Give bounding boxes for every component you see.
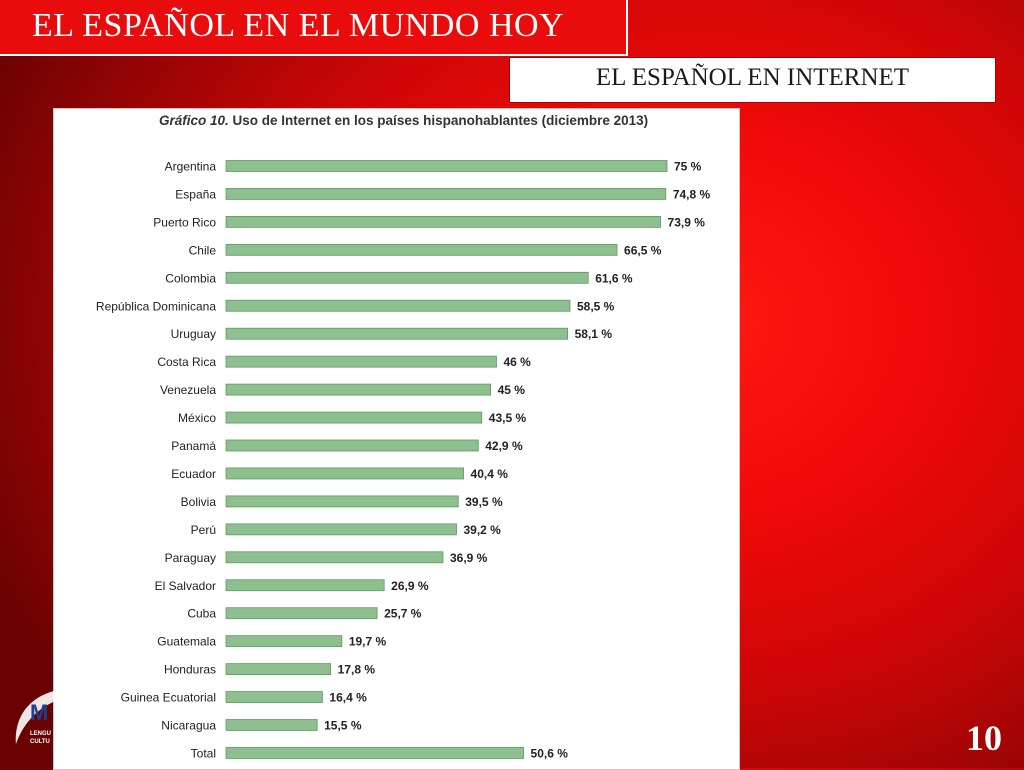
bar (225, 579, 385, 592)
category-label: Guinea Ecuatorial (121, 691, 216, 705)
bar (225, 243, 618, 256)
logo-swoosh-icon (15, 690, 58, 744)
data-label: 73,9 % (668, 215, 706, 229)
bar (225, 495, 459, 508)
bar (225, 607, 378, 620)
logo-text-line-1: LENGU (30, 731, 51, 737)
category-label: México (178, 411, 216, 425)
category-label: Ecuador (171, 467, 216, 481)
page-number: 10 (966, 718, 1002, 758)
data-label: 61,6 % (595, 271, 633, 285)
category-label: Paraguay (165, 551, 216, 565)
bar (225, 719, 318, 731)
category-label: Perú (191, 523, 216, 537)
category-label: República Dominicana (96, 299, 216, 313)
category-label: Argentina (165, 160, 217, 174)
data-label: 17,8 % (338, 663, 376, 677)
data-label: 16,4 % (329, 691, 367, 705)
data-label: 74,8 % (673, 187, 711, 201)
bar (225, 299, 571, 312)
category-label: Panamá (171, 439, 216, 453)
bar (225, 467, 464, 480)
slide-title: EL ESPAÑOL EN EL MUNDO HOY (32, 7, 565, 44)
category-label: Bolivia (181, 495, 217, 509)
data-label: 25,7 % (384, 607, 422, 621)
data-label: 19,7 % (349, 635, 387, 649)
category-label: Puerto Rico (153, 215, 216, 229)
bar (225, 271, 589, 284)
slide-subtitle-box: EL ESPAÑOL EN INTERNET (509, 57, 996, 103)
data-label: 66,5 % (624, 243, 662, 257)
chart-title-text: Uso de Internet en los países hispanohab… (228, 113, 649, 128)
chart-panel: Gráfico 10. Uso de Internet en los paíse… (53, 108, 740, 770)
data-label: 58,5 % (577, 299, 615, 313)
category-label: Cuba (187, 607, 216, 621)
chart-title: Gráfico 10. Uso de Internet en los paíse… (159, 113, 648, 128)
category-label: Costa Rica (157, 355, 216, 369)
logo-text-line-2: CULTU (30, 739, 50, 745)
bar (225, 355, 497, 368)
bar (225, 160, 668, 172)
bar (225, 551, 444, 564)
bar (225, 327, 569, 340)
data-label: 36,9 % (450, 551, 488, 565)
category-label: Chile (189, 243, 217, 257)
bar (225, 188, 667, 200)
data-label: 39,5 % (465, 495, 503, 509)
data-label: 26,9 % (391, 579, 429, 593)
category-label: Honduras (164, 663, 216, 677)
category-label: España (175, 187, 216, 201)
slide-subtitle: EL ESPAÑOL EN INTERNET (595, 64, 910, 91)
chart-title-prefix: Gráfico 10. (159, 113, 229, 128)
category-label: El Salvador (155, 579, 216, 593)
logo-letter: M (30, 700, 49, 725)
category-label: Colombia (165, 271, 216, 285)
category-label: Uruguay (171, 327, 216, 341)
data-label: 45 % (498, 383, 526, 397)
data-label: 75 % (674, 160, 702, 174)
logo-text: LENGU CULTU (30, 730, 51, 746)
data-label: 42,9 % (485, 439, 523, 453)
bar-chart: Argentina 75 % España 74,8 % Puerto Rico 73,9… (96, 160, 711, 761)
data-label: 40,4 % (471, 467, 509, 481)
data-label: 50,6 % (531, 746, 569, 760)
bar (225, 411, 483, 424)
category-label: Nicaragua (161, 719, 216, 733)
bar (225, 523, 457, 536)
bar (225, 439, 479, 452)
bar (225, 635, 343, 648)
bar (225, 663, 332, 675)
data-label: 58,1 % (575, 327, 613, 341)
bar (225, 691, 323, 703)
bar (225, 747, 524, 759)
bar (225, 216, 661, 228)
bar (225, 383, 492, 396)
data-label: 39,2 % (463, 523, 501, 537)
slide-title-box: EL ESPAÑOL EN EL MUNDO HOY (0, 0, 628, 56)
data-label: 15,5 % (324, 719, 362, 733)
category-label: Total (191, 746, 216, 760)
category-label: Venezuela (160, 383, 216, 397)
data-label: 43,5 % (489, 411, 527, 425)
category-label: Guatemala (157, 635, 216, 649)
data-label: 46 % (503, 355, 531, 369)
